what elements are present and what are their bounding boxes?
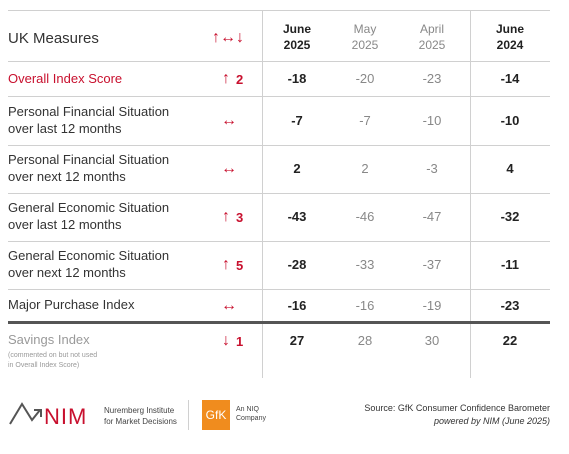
rule — [8, 241, 550, 242]
change-arrow: ↑ — [222, 208, 230, 225]
column-year: 2025 — [418, 38, 446, 52]
row-label: over last 12 months — [8, 120, 122, 136]
row-label: over last 12 months — [8, 217, 122, 232]
cell-value: -10 — [422, 112, 442, 128]
gfk-tag: An NIQ Company — [236, 405, 266, 423]
cell-value: -16 — [287, 297, 307, 313]
row-label: Savings Index — [8, 332, 90, 347]
cell-value: -23 — [422, 71, 442, 86]
cell-value: -18 — [287, 71, 307, 86]
change-icon: ↑↔↓ — [212, 29, 244, 46]
change-arrow: ↓ — [222, 332, 230, 349]
cell-value: -11 — [500, 257, 520, 272]
source: Source: GfK Consumer Confidence Baromete… — [364, 403, 550, 413]
cell-value: -16 — [355, 297, 375, 313]
table-title: UK Measures — [8, 30, 99, 47]
row-label: Major Purchase Index — [8, 297, 135, 312]
cell-value: -19 — [422, 297, 442, 313]
cell-value: -46 — [355, 209, 375, 224]
cell-value: -7 — [359, 112, 371, 128]
cell-value: 22 — [502, 333, 518, 348]
rule — [8, 96, 550, 97]
gfk-tag-line: An NIQ — [236, 406, 259, 413]
column-year: 2024 — [496, 38, 524, 52]
cell-value: 2 — [361, 161, 369, 176]
powered-by: powered by NIM (June 2025) — [433, 416, 550, 426]
divider — [470, 10, 471, 378]
row-label: Personal Financial Situation — [8, 103, 170, 119]
cell-value: 27 — [289, 333, 305, 348]
column-year: 2025 — [283, 38, 311, 52]
column-year: 2025 — [351, 38, 379, 52]
nim-logo: NIM — [44, 404, 88, 429]
divider — [188, 400, 189, 430]
cell-value: -14 — [500, 71, 520, 86]
nim-icon — [9, 402, 42, 425]
rule — [8, 193, 550, 194]
rule — [8, 145, 550, 146]
change-arrow: ↔ — [221, 160, 237, 177]
gfk-logo: GfK — [202, 400, 230, 430]
column-month: April — [419, 22, 444, 36]
cell-value: -37 — [422, 257, 442, 272]
cell-value: 28 — [357, 333, 373, 348]
row-label: General Economic Situation — [8, 248, 170, 263]
cell-value: 4 — [506, 161, 514, 176]
rule — [8, 10, 550, 11]
row-label: Personal Financial Situation — [8, 152, 170, 167]
divider — [262, 10, 263, 378]
change-arrow: ↑ — [222, 70, 230, 87]
nim-name: Nuremberg Institute for Market Decisions — [104, 405, 177, 427]
cell-value: -3 — [426, 161, 438, 176]
row-label: over next 12 months — [8, 265, 126, 280]
row-label: Overall Index Score — [8, 70, 123, 86]
rule — [8, 321, 550, 324]
cell-value: -28 — [287, 257, 307, 272]
change-amount: 3 — [236, 210, 244, 225]
column-month: June — [495, 22, 524, 36]
row-label: General Economic Situation — [8, 200, 170, 215]
rule — [8, 61, 550, 62]
cell-value: -47 — [422, 209, 442, 224]
cell-value: -33 — [355, 257, 375, 272]
column-month: June — [282, 22, 311, 36]
column-month: May — [353, 22, 377, 36]
gfk-tag-line: Company — [236, 415, 266, 422]
cell-value: -43 — [287, 209, 307, 224]
row-label: over next 12 months — [8, 169, 126, 184]
row-note: in Overall Index Score) — [8, 362, 80, 369]
cell-value: 30 — [424, 333, 440, 348]
cell-value: -32 — [500, 209, 520, 224]
cell-value: -20 — [355, 71, 375, 86]
change-amount: 2 — [236, 72, 244, 87]
change-amount: 5 — [236, 258, 244, 273]
cell-value: -10 — [500, 112, 520, 128]
cell-value: -23 — [500, 297, 520, 313]
nim-name-line: Nuremberg Institute — [104, 406, 175, 415]
change-arrow: ↔ — [221, 111, 237, 129]
rule — [8, 289, 550, 290]
change-arrow: ↔ — [221, 296, 237, 314]
row-note: (commented on but not used — [8, 352, 98, 359]
cell-value: 2 — [293, 161, 301, 176]
change-amount: 1 — [236, 334, 244, 349]
change-arrow: ↑ — [222, 256, 230, 273]
nim-name-line: for Market Decisions — [104, 417, 177, 426]
cell-value: -7 — [291, 112, 303, 128]
